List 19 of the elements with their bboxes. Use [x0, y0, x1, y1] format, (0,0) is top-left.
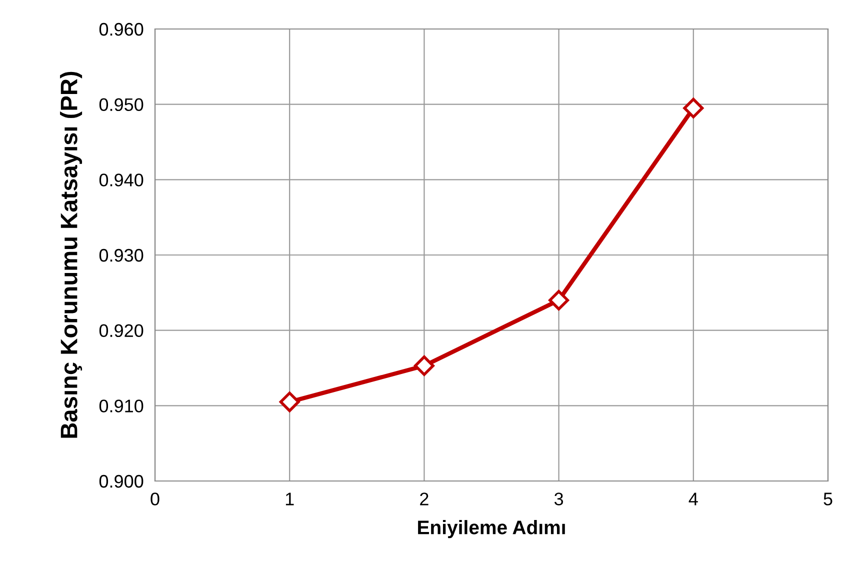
point	[414, 356, 434, 376]
point	[548, 290, 570, 310]
y-tick-label: 0.960	[99, 22, 144, 36]
point	[683, 98, 704, 118]
point	[279, 392, 300, 412]
y-tick-label: 0.910	[99, 400, 144, 412]
x-tick-label: 2	[420, 492, 428, 506]
x-tick-label: 1	[286, 492, 294, 506]
x-tick-label: 0	[150, 492, 160, 506]
y-axis-title: Basınç Korunumu Katsayısı (PR)	[60, 72, 82, 438]
y-tick-label: 0.920	[99, 324, 144, 338]
y-tick-label: 0.930	[99, 248, 144, 262]
x-tick-label: 5	[824, 492, 832, 506]
x-axis-title: Eniyileme Adımı	[418, 520, 565, 538]
x-tick-label: 3	[554, 492, 564, 506]
y-tick-label: 0.940	[99, 174, 144, 186]
x-tick-label: 4	[688, 492, 698, 506]
y-tick-label: 0.950	[99, 98, 144, 112]
y-tick-label: 0.900	[99, 474, 144, 488]
